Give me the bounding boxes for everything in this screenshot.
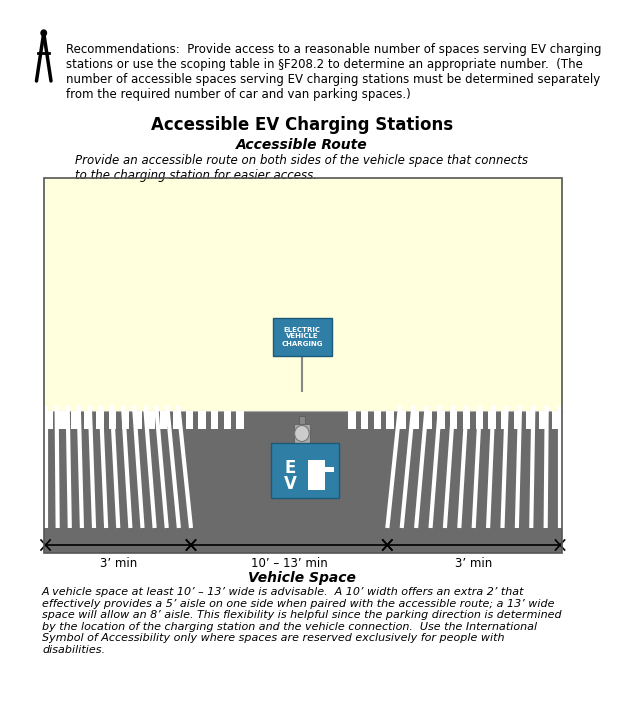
Bar [308, 459, 325, 490]
Bar [325, 467, 334, 472]
Text: Accessible EV Charging Stations: Accessible EV Charging Stations [151, 116, 453, 134]
Bar [476, 411, 483, 428]
Bar [526, 411, 533, 428]
Bar [198, 411, 206, 428]
Bar [109, 411, 116, 428]
Bar [425, 411, 432, 428]
Text: 3’ min: 3’ min [455, 557, 493, 570]
Bar [374, 411, 381, 428]
Bar [348, 411, 355, 428]
Bar [361, 411, 368, 428]
Bar [211, 411, 218, 428]
Bar [412, 411, 419, 428]
Text: Provide an accessible route on both sides of the vehicle space that connects
to : Provide an accessible route on both side… [75, 154, 528, 182]
Bar [463, 411, 470, 428]
Bar [122, 411, 129, 428]
Bar [450, 411, 457, 428]
Text: Recommendations:  Provide access to a reasonable number of spaces serving EV cha: Recommendations: Provide access to a rea… [67, 43, 602, 101]
Text: Vehicle Space: Vehicle Space [248, 571, 356, 585]
Bar [488, 411, 496, 428]
Bar [294, 423, 310, 445]
Text: E: E [284, 459, 296, 476]
Text: 3’ min: 3’ min [99, 557, 137, 570]
Bar [237, 411, 243, 428]
Text: Accessible Route: Accessible Route [236, 138, 368, 152]
Bar [399, 411, 406, 428]
Bar [271, 443, 339, 498]
Circle shape [294, 426, 309, 442]
Bar [160, 411, 167, 428]
Bar [514, 411, 521, 428]
Bar [44, 178, 562, 553]
Bar [386, 411, 394, 428]
Text: A vehicle space at least 10’ – 13’ wide is advisable.  A 10’ width offers an ext: A vehicle space at least 10’ – 13’ wide … [42, 587, 562, 655]
Bar [96, 411, 104, 428]
Bar [224, 411, 231, 428]
Bar [71, 411, 78, 428]
Bar [84, 411, 91, 428]
Bar [58, 411, 65, 428]
Bar [437, 411, 445, 428]
Bar [299, 416, 304, 491]
Bar [44, 411, 562, 553]
Bar [173, 411, 180, 428]
Bar [147, 411, 155, 428]
Bar [539, 411, 547, 428]
Bar [552, 411, 559, 428]
Bar [45, 411, 53, 428]
Circle shape [41, 30, 47, 36]
Text: ELECTRIC
VEHICLE
CHARGING: ELECTRIC VEHICLE CHARGING [281, 326, 323, 346]
Text: 10’ – 13’ min: 10’ – 13’ min [251, 557, 328, 570]
Bar [273, 317, 332, 355]
Bar [186, 411, 193, 428]
Bar [501, 411, 508, 428]
Text: V: V [284, 475, 296, 493]
Bar [44, 178, 562, 411]
Bar [135, 411, 142, 428]
